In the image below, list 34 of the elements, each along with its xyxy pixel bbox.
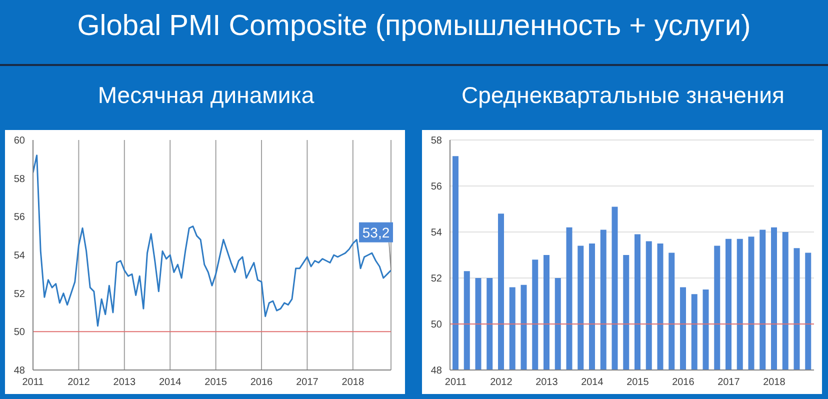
x-tick-label: 2018	[763, 377, 786, 388]
x-tick-label: 2016	[250, 377, 274, 388]
y-tick-label: 58	[14, 174, 26, 185]
x-tick-label: 2017	[296, 377, 319, 388]
y-tick-label: 48	[430, 366, 442, 377]
x-tick-label: 2015	[626, 377, 650, 388]
y-tick-label: 54	[430, 228, 442, 239]
y-tick-label: 48	[14, 366, 26, 377]
x-tick-label: 2012	[490, 377, 513, 388]
x-tick-label: 2016	[672, 377, 695, 388]
x-tick-label: 2018	[342, 377, 364, 388]
y-tick-label: 56	[14, 212, 26, 224]
chart-title: Среднеквартальные значения	[460, 82, 786, 110]
x-tick-label: 2013	[113, 377, 136, 388]
x-tick-label: 2011	[22, 377, 44, 388]
x-tick-label: 2013	[536, 377, 558, 388]
y-tick-label: 56	[430, 182, 442, 193]
y-tick-label: 50	[430, 320, 442, 331]
y-tick-label: 50	[14, 327, 26, 338]
y-tick-label: 58	[430, 136, 442, 147]
y-tick-label: 52	[430, 274, 442, 285]
annotation: 53,2	[362, 224, 390, 240]
chart-title: Global PMI Composite (промышленность + услуги)	[76, 10, 752, 43]
y-tick-label: 52	[14, 288, 26, 300]
x-tick-label: 2014	[158, 377, 182, 388]
y-tick-label: 54	[14, 250, 26, 262]
x-tick-label: 2017	[718, 377, 740, 388]
x-tick-label: 2014	[581, 377, 604, 388]
x-tick-label: 2011	[444, 377, 467, 388]
chart-subtitle: Месячная динамика	[96, 82, 316, 110]
x-tick-label: 2015	[204, 377, 228, 388]
x-tick-label: 2012	[68, 377, 90, 388]
y-tick-label: 60	[14, 136, 26, 147]
line-series	[33, 154, 391, 327]
